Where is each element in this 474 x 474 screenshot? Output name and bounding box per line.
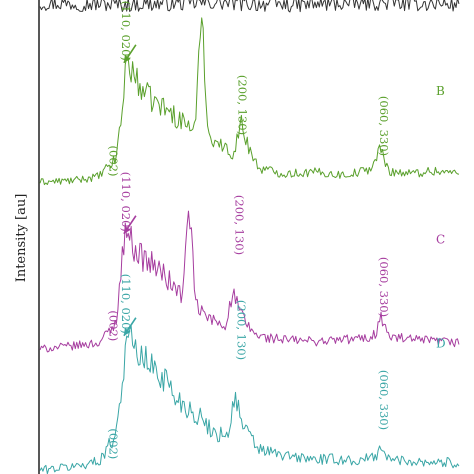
peak-label: (110, 020)	[119, 172, 133, 232]
peak-label: (110, 020)	[119, 1, 133, 61]
peak-label: (200, 130)	[236, 75, 250, 135]
peak-label: (002)	[106, 310, 120, 341]
series-top	[39, 0, 460, 13]
peak-label: (060, 330)	[377, 257, 391, 317]
series-line	[39, 0, 460, 13]
series-label-b: B	[436, 84, 445, 98]
peak-label: (200, 130)	[234, 300, 248, 360]
peak-arrow-head	[123, 55, 131, 63]
peak-label: (002)	[106, 146, 120, 177]
peak-arrow-head	[123, 328, 131, 336]
series-label-d: D	[436, 337, 446, 351]
peak-label: (200, 130)	[232, 195, 246, 255]
series-line	[39, 210, 460, 353]
peak-label: (110, 020)	[119, 274, 133, 334]
series-layer: (110, 020)(200, 130) (060, 330)(002)B(110…	[39, 0, 460, 474]
peak-label: (060, 330)	[377, 370, 391, 430]
peak-label: (002)	[106, 428, 120, 459]
series-c: (110, 020) (200, 130) (060, 330) (002) C	[39, 172, 460, 353]
series-b: (110, 020) (200, 130) (060, 330) (002) B	[39, 1, 460, 186]
series-line	[39, 325, 460, 474]
series-line	[39, 17, 460, 186]
series-d: (110, 020) (200, 130) (060, 330) (002) D	[39, 274, 460, 474]
series-label-c: C	[436, 233, 445, 247]
peak-label: (060, 330)	[377, 96, 391, 156]
peak-arrow-head	[123, 226, 131, 234]
y-axis-label: Intensity [au]	[14, 194, 29, 283]
